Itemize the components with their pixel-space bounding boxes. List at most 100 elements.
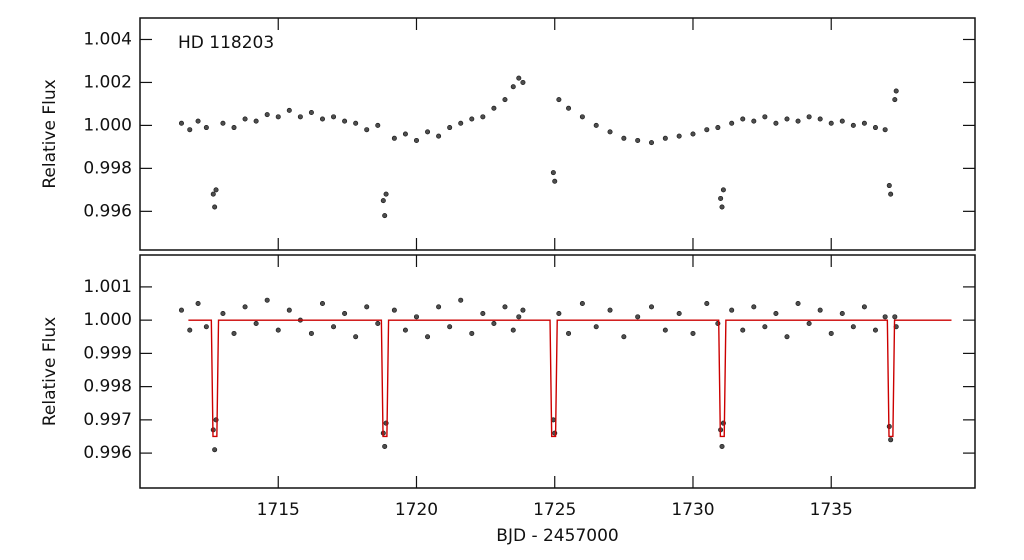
data-point <box>676 310 682 316</box>
data-point <box>402 131 408 137</box>
data-point <box>751 118 757 124</box>
data-point <box>391 307 397 313</box>
data-point <box>342 118 348 124</box>
data-point <box>242 116 248 122</box>
data-point <box>861 304 867 310</box>
data-point <box>552 178 558 184</box>
data-point <box>886 183 892 189</box>
data-point <box>210 191 216 197</box>
data-point <box>593 122 599 128</box>
x-tick-label: 1715 <box>257 500 300 520</box>
data-point <box>516 75 522 81</box>
data-point <box>740 327 746 333</box>
data-point <box>649 140 655 146</box>
data-point <box>364 304 370 310</box>
data-point <box>213 187 219 193</box>
data-point <box>286 107 292 113</box>
data-point <box>469 330 475 336</box>
y-tick-label: 0.999 <box>83 343 132 363</box>
data-point <box>704 301 710 307</box>
x-tick-label: 1730 <box>671 500 714 520</box>
data-point <box>342 310 348 316</box>
data-point <box>195 118 201 124</box>
data-point <box>510 327 516 333</box>
data-point <box>331 324 337 330</box>
y-tick-label: 0.998 <box>83 158 132 178</box>
data-point <box>720 187 726 193</box>
data-point <box>649 304 655 310</box>
data-point <box>566 105 572 111</box>
y-tick-label: 1.002 <box>83 72 132 92</box>
data-point <box>888 437 894 443</box>
data-point <box>425 334 431 340</box>
data-point <box>556 97 562 103</box>
data-point <box>242 304 248 310</box>
data-point <box>607 129 613 135</box>
data-point <box>187 327 193 333</box>
data-point <box>319 116 325 122</box>
data-point <box>436 304 442 310</box>
data-point <box>491 320 497 326</box>
annotation: HD 118203 <box>178 33 274 53</box>
data-point <box>275 327 281 333</box>
x-axis-label: BJD - 2457000 <box>496 526 618 546</box>
data-point <box>882 127 888 133</box>
y-tick-label: 0.997 <box>83 410 132 430</box>
data-point <box>892 314 898 320</box>
data-point <box>715 125 721 131</box>
data-point <box>762 324 768 330</box>
data-point <box>690 131 696 137</box>
y-tick-label: 1.001 <box>83 277 132 297</box>
data-point <box>319 301 325 307</box>
data-point <box>888 191 894 197</box>
data-point <box>212 204 218 210</box>
data-point <box>729 120 735 126</box>
data-point <box>203 324 209 330</box>
data-point <box>579 301 585 307</box>
data-point <box>828 120 834 126</box>
y-tick-label: 1.000 <box>83 115 132 135</box>
data-point <box>635 137 641 143</box>
data-point <box>502 304 508 310</box>
data-point <box>784 116 790 122</box>
data-point <box>264 297 270 303</box>
data-point <box>425 129 431 135</box>
data-point <box>872 327 878 333</box>
data-point <box>550 170 556 176</box>
data-point <box>817 307 823 313</box>
data-point <box>690 330 696 336</box>
data-point <box>718 195 724 201</box>
data-point <box>178 120 184 126</box>
data-point <box>740 116 746 122</box>
data-point <box>253 118 259 124</box>
data-point <box>621 135 627 141</box>
data-point <box>275 114 281 120</box>
data-point <box>382 443 388 449</box>
data-point <box>872 125 878 131</box>
data-point <box>212 447 218 453</box>
data-point <box>892 97 898 103</box>
data-point <box>413 137 419 143</box>
data-point <box>784 334 790 340</box>
data-point <box>621 334 627 340</box>
data-point <box>380 198 386 204</box>
data-point <box>458 120 464 126</box>
y-tick-label: 1.000 <box>83 310 132 330</box>
data-point <box>447 324 453 330</box>
data-point <box>762 114 768 120</box>
data-point <box>579 114 585 120</box>
data-point <box>447 125 453 131</box>
x-tick-label: 1720 <box>395 500 438 520</box>
data-point <box>308 330 314 336</box>
data-point <box>353 120 359 126</box>
data-point <box>220 120 226 126</box>
data-point <box>516 314 522 320</box>
data-point <box>795 301 801 307</box>
data-point <box>502 97 508 103</box>
data-point <box>593 324 599 330</box>
y-axis-label: Relative Flux <box>40 317 60 426</box>
data-point <box>510 84 516 90</box>
data-point <box>839 118 845 124</box>
data-point <box>469 116 475 122</box>
